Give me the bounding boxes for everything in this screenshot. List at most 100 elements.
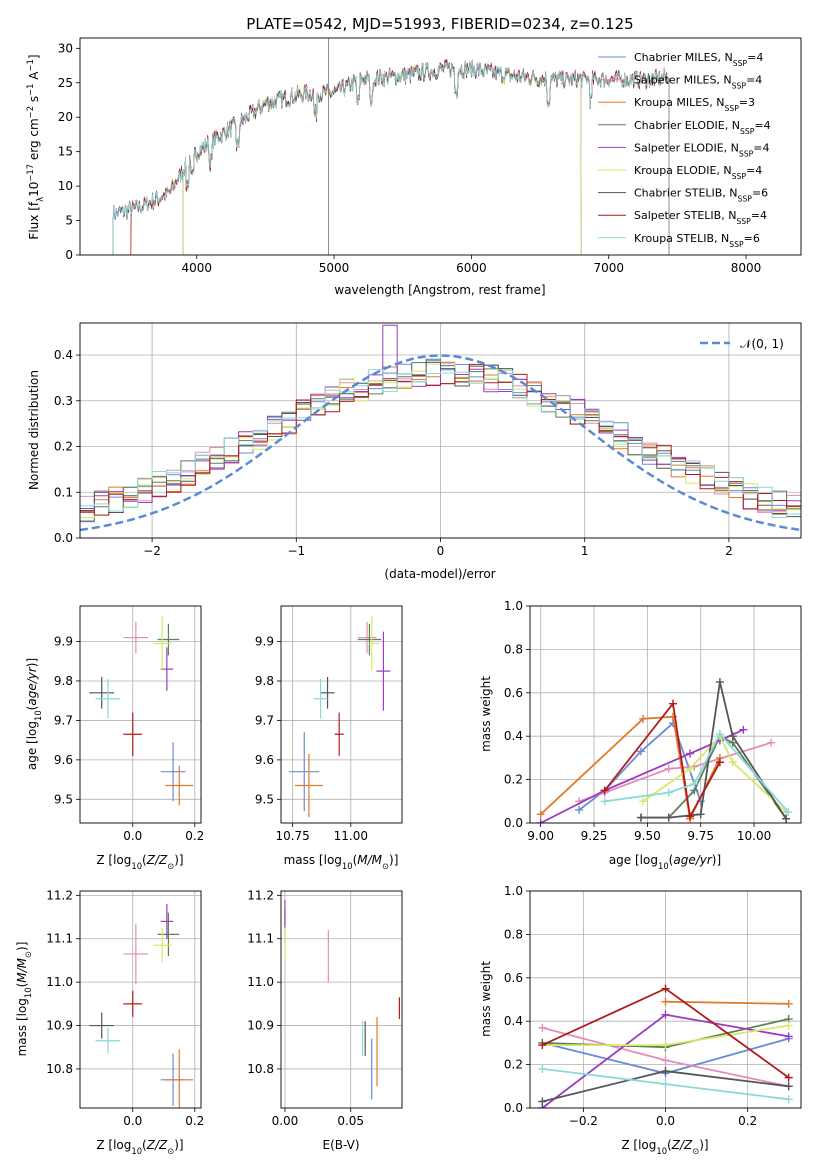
y-tick-label: 1.0	[504, 884, 523, 898]
y-tick-label: 9.6	[54, 753, 73, 767]
weight-marker	[536, 810, 545, 819]
residual-histogram-panel: −2 −1 0 1 2 0.0 0.1 0.2 0.3 0.4 Normed distributio…	[27, 322, 802, 581]
weight-marker	[538, 1064, 547, 1073]
legend-label: Chabrier STELIB, NSSP=6	[634, 187, 768, 204]
y-tick-label: 0.4	[54, 348, 73, 362]
legend-label: 𝒩(0, 1)	[740, 337, 784, 351]
weight-marker	[661, 997, 670, 1006]
weight-marker	[739, 725, 748, 734]
y-tick-label: 20	[58, 110, 73, 124]
y-axis-label: mass weight	[479, 676, 493, 752]
y-tick-label: 0.8	[504, 927, 523, 941]
age-vs-mass-panel: 10.75 11.00 9.5 9.6 9.7 9.8 9.9 mass [log10(M/M…	[255, 605, 403, 871]
x-tick-label: 7000	[593, 261, 624, 275]
axes-frame	[79, 322, 802, 539]
weight-marker	[715, 758, 724, 767]
weight-marker	[600, 797, 609, 806]
weight-marker	[639, 797, 648, 806]
histogram-step	[80, 324, 801, 512]
y-tick-label: 11.0	[46, 975, 73, 989]
x-tick-label: 0.0	[656, 1114, 675, 1128]
axes-frame	[529, 890, 802, 1109]
plot-area	[89, 615, 194, 806]
y-tick-label: 0.8	[504, 642, 523, 656]
axes-frame	[280, 605, 403, 824]
x-tick-label: 0.00	[272, 1114, 299, 1128]
weight-marker	[784, 808, 793, 817]
y-tick-label: 9.7	[54, 713, 73, 727]
weight-line	[641, 681, 787, 820]
x-tick-label: 10.00	[737, 829, 771, 843]
x-tick-label: 2	[725, 544, 733, 558]
weight-marker	[661, 1010, 670, 1019]
plot-area	[80, 324, 801, 532]
weight-marker	[661, 984, 670, 993]
weight-line	[603, 701, 721, 820]
y-tick-label: 0.0	[54, 531, 73, 545]
weight-marker	[575, 805, 584, 814]
x-tick-label: 11.00	[334, 829, 368, 843]
x-axis-label: wavelength [Angstrom, rest frame]	[334, 283, 545, 297]
x-tick-label: 5000	[319, 261, 350, 275]
y-axis-label: mass weight	[479, 961, 493, 1037]
x-tick-label: 0.2	[185, 829, 204, 843]
x-tick-label: 9.75	[687, 829, 714, 843]
spectrum-title: PLATE=0542, MJD=51993, FIBERID=0234, z=0…	[246, 15, 633, 33]
mass-weight-vs-metallicity-panel: −0.2 0.0 0.2 0.0 0.2 0.4 0.6 0.8 1.0 mass weight Z…	[479, 884, 802, 1156]
y-tick-label: 10	[58, 179, 73, 193]
legend-label: Kroupa ELODIE, NSSP=4	[634, 164, 762, 181]
weight-marker	[664, 764, 673, 773]
y-tick-label: 5	[65, 214, 73, 228]
x-axis-label: E(B-V)	[322, 1138, 359, 1152]
weight-marker	[784, 1095, 793, 1104]
weight-marker	[636, 747, 645, 756]
x-tick-label: 4000	[181, 261, 212, 275]
y-tick-label: 15	[58, 145, 73, 159]
weight-marker	[782, 814, 791, 823]
weight-marker	[784, 1073, 793, 1082]
x-axis-label: Z [log10(Z/Z⊙)]	[96, 1138, 183, 1156]
weight-marker	[664, 813, 673, 822]
weight-marker	[784, 1082, 793, 1091]
y-tick-label: 11.1	[46, 932, 73, 946]
y-tick-label: 0.2	[504, 1058, 523, 1072]
weight-marker	[668, 699, 677, 708]
y-tick-label: 0.0	[504, 816, 523, 830]
plot-area	[89, 904, 194, 1108]
weight-marker	[661, 1067, 670, 1076]
y-tick-label: 10.9	[247, 1019, 274, 1033]
weight-marker	[536, 819, 545, 823]
histogram-step	[80, 369, 801, 518]
y-tick-label: 9.9	[255, 635, 274, 649]
mass-weight-vs-age-panel: 9.00 9.25 9.50 9.75 10.00 0.0 0.2 0.4 0.6 0.8 1.0 m…	[479, 599, 802, 871]
x-tick-label: 10.75	[275, 829, 309, 843]
weight-marker	[767, 738, 776, 747]
weight-marker	[715, 730, 724, 739]
axes-frame	[529, 605, 802, 824]
y-tick-label: 9.8	[54, 674, 73, 688]
y-axis-label: Normed distribution	[27, 370, 41, 490]
legend-label: Kroupa STELIB, NSSP=6	[634, 232, 760, 249]
x-tick-label: 0.05	[337, 1114, 364, 1128]
legend-label: Salpeter STELIB, NSSP=4	[634, 209, 767, 226]
y-tick-label: 0.0	[504, 1101, 523, 1115]
mass-vs-extinction-panel: 0.00 0.05 10.8 10.9 11.0 11.1 11.2 E(B-V)	[247, 888, 403, 1152]
plot-area	[538, 984, 793, 1108]
x-tick-label: 9.50	[634, 829, 661, 843]
normal-curve	[80, 354, 801, 532]
legend-label: Salpeter ELODIE, NSSP=4	[634, 141, 770, 158]
weight-marker	[639, 714, 648, 723]
weight-marker	[686, 812, 695, 821]
y-axis-label: Flux [fλ10−17 erg cm−2 s−1 A−1]	[25, 54, 45, 239]
y-tick-label: 0.3	[54, 394, 73, 408]
x-tick-label: 1	[581, 544, 589, 558]
weight-marker	[696, 810, 705, 819]
x-tick-label: −2	[143, 544, 161, 558]
plot-area	[284, 899, 400, 1100]
x-tick-label: 0.2	[738, 1114, 757, 1128]
y-tick-label: 10.8	[247, 1062, 274, 1076]
weight-marker	[538, 1023, 547, 1032]
y-tick-label: 11.2	[247, 888, 274, 902]
weight-marker	[686, 764, 695, 773]
